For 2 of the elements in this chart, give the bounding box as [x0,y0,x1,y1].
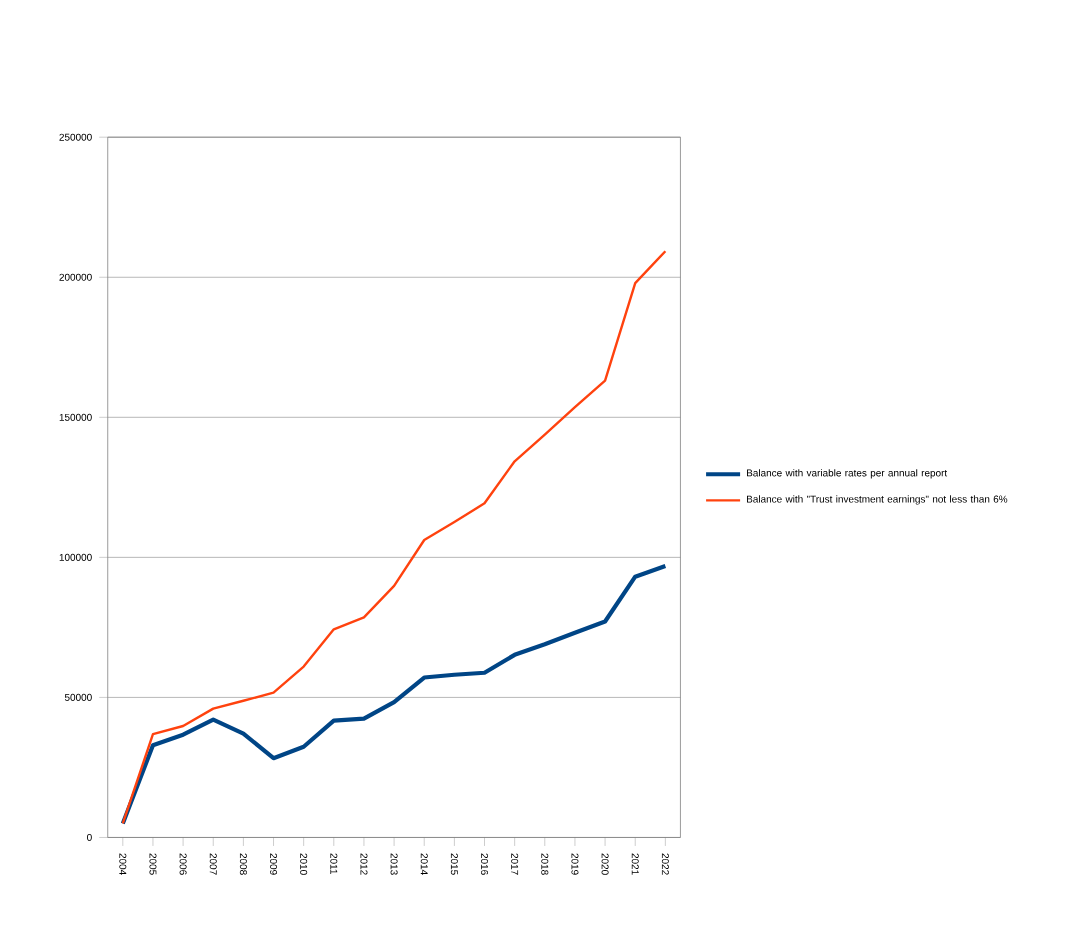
line-series [121,250,667,825]
line-series [120,563,668,826]
